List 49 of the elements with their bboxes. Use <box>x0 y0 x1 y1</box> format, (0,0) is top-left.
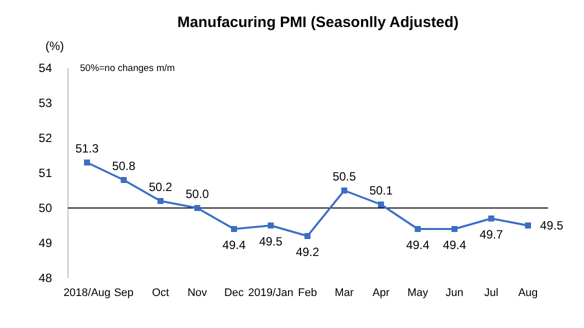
text: 49.7 <box>480 228 503 242</box>
point <box>84 160 90 166</box>
text: 49.4 <box>406 238 430 252</box>
y-tick-label: 53 <box>38 96 52 110</box>
text: 51.3 <box>75 142 99 156</box>
x-tick-label: Mar <box>334 287 354 299</box>
point <box>231 226 237 232</box>
point <box>525 222 531 228</box>
point <box>120 177 127 183</box>
y-tick-label: 51 <box>38 166 52 180</box>
point <box>268 222 274 228</box>
x-tick-label: Feb <box>298 287 317 299</box>
x-tick-label: Jul <box>484 287 498 299</box>
x-tick-label: Oct <box>152 287 170 299</box>
text: 50.1 <box>369 184 393 198</box>
point <box>414 226 421 232</box>
text: 49.5 <box>259 234 282 248</box>
point <box>341 188 348 194</box>
text: 49.4 <box>442 238 466 252</box>
point <box>194 205 200 211</box>
point <box>158 198 164 204</box>
text: 49.2 <box>296 245 320 259</box>
y-tick-label: 49 <box>38 236 52 250</box>
x-tick-label: Nov <box>187 287 208 299</box>
chart-title: Manufacuring PMI (Seasonlly Adjusted) <box>177 14 459 31</box>
x-tick-label: Dec <box>224 287 244 299</box>
y-tick-label: 54 <box>38 61 52 75</box>
text: 50.2 <box>148 180 172 194</box>
x-tick-label: Sep <box>114 287 134 299</box>
text: 50.0 <box>186 187 209 201</box>
x-tick-label: May <box>407 287 429 299</box>
text: 50.5 <box>332 170 356 184</box>
annotation: 50%=no changes m/m <box>80 63 175 74</box>
y-axis-title: (%) <box>45 39 64 53</box>
x-tick-label: Aug <box>518 287 538 299</box>
point <box>304 233 310 239</box>
text: 49.4 <box>222 238 246 252</box>
text: 50.8 <box>112 159 136 173</box>
x-tick-label: 2019/Jan <box>248 287 294 299</box>
point <box>452 226 458 232</box>
point <box>378 202 384 208</box>
x-tick-label: Apr <box>372 287 390 299</box>
point <box>488 216 494 222</box>
x-tick-label: 2018/Aug <box>63 287 111 299</box>
y-tick-label: 50 <box>38 201 52 215</box>
y-tick-label: 52 <box>38 131 52 145</box>
y-tick-label: 48 <box>38 271 52 285</box>
x-tick-label: Jun <box>446 287 464 299</box>
text: 49.5 <box>540 218 564 232</box>
